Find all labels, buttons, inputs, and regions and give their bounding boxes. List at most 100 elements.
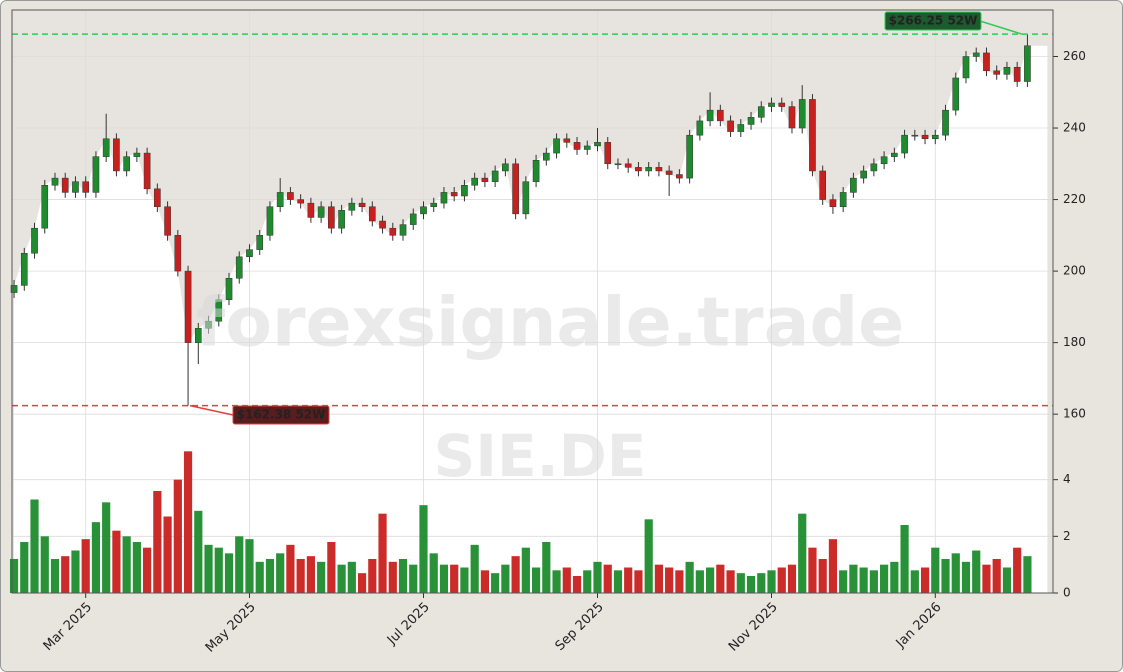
candle-body <box>952 77 960 111</box>
candle-body <box>461 185 468 197</box>
candle-body <box>891 152 898 157</box>
volume-bar <box>9 559 19 593</box>
candle-body <box>174 235 182 272</box>
candle-body <box>215 299 223 322</box>
candle-body <box>614 163 622 166</box>
volume-bar <box>869 570 878 593</box>
candle-body <box>10 285 18 293</box>
candle-body <box>409 213 417 225</box>
volume-bar <box>204 544 213 593</box>
annotation-box <box>884 11 982 31</box>
candle-body <box>983 52 990 72</box>
volume-bar <box>675 570 684 593</box>
candle-body <box>870 163 878 172</box>
candle-body <box>246 249 253 258</box>
candle-body <box>358 202 366 207</box>
volume-bar <box>787 564 797 593</box>
y-tick-label: 160 <box>1063 407 1086 421</box>
volume-bar <box>583 570 592 593</box>
candle-body <box>266 206 274 236</box>
volume-bar <box>972 550 981 593</box>
volume-bar <box>736 573 745 593</box>
candle-body <box>348 202 356 211</box>
candle-body <box>880 156 888 165</box>
volume-bar <box>388 561 397 593</box>
volume-bar <box>450 564 459 593</box>
volume-bar <box>890 561 899 593</box>
candle-body <box>809 99 816 172</box>
annotation-arrow <box>979 20 1023 35</box>
candle-body <box>942 109 949 136</box>
volume-bar <box>143 547 152 593</box>
volume-bar <box>81 539 90 593</box>
candle-body <box>686 134 693 179</box>
volume-bar <box>593 561 602 593</box>
candle-body <box>1024 45 1031 82</box>
volume-bar <box>931 547 940 593</box>
volume-bar <box>183 451 193 593</box>
candle-body <box>993 70 1001 75</box>
volume-bar <box>347 561 356 593</box>
volume-bar <box>419 505 428 593</box>
candle-body <box>31 227 38 254</box>
candle-body <box>532 159 540 182</box>
candle-body <box>184 270 192 343</box>
volume-bar <box>501 564 510 593</box>
candle-body <box>972 52 980 57</box>
candle-body <box>113 138 120 172</box>
candle-body <box>665 170 673 175</box>
volume-bar <box>531 567 541 593</box>
candle-body <box>860 170 867 179</box>
volume-bar <box>398 559 408 593</box>
candle-body <box>522 181 530 215</box>
volume-bar <box>491 573 500 593</box>
candle-body <box>82 181 90 193</box>
volume-bar <box>849 564 858 593</box>
candle-body <box>757 106 765 118</box>
volume-bar <box>859 567 868 593</box>
volume-bar <box>368 559 377 593</box>
volume-bar <box>706 567 715 593</box>
candle-body <box>328 206 335 229</box>
volume-bar <box>153 491 162 593</box>
volume-bar <box>357 573 367 593</box>
volume-bar <box>194 510 203 593</box>
volume-bar <box>40 536 49 593</box>
candle-body <box>553 138 560 154</box>
volume-bar <box>521 547 530 593</box>
candle-body <box>921 134 929 140</box>
candle-body <box>338 210 345 229</box>
candle-body <box>491 170 499 182</box>
candle-body <box>768 102 775 107</box>
volume-bar <box>757 573 766 593</box>
volume-bar <box>808 547 817 593</box>
candle-body <box>256 235 264 250</box>
watermark: forexsignale.trade <box>196 284 905 363</box>
candle-body <box>92 156 100 193</box>
volume-bar <box>839 570 848 593</box>
candle-body <box>962 56 970 79</box>
y-tick-label: 260 <box>1063 49 1086 63</box>
volume-bar <box>286 544 295 593</box>
candle-body <box>20 252 28 286</box>
candle-body <box>123 156 130 172</box>
candle-body <box>143 152 151 190</box>
candle-body <box>133 152 141 157</box>
annotation-box <box>232 405 330 425</box>
volume-bar <box>20 542 29 593</box>
volume-bar <box>634 570 643 593</box>
candle-body <box>389 227 397 236</box>
y2-tick-label: 0 <box>1063 586 1071 600</box>
volume-bar <box>122 536 131 593</box>
candle-body <box>450 192 458 197</box>
volume-bar <box>1023 556 1032 593</box>
volume-bar <box>726 570 735 593</box>
candle-body <box>901 134 908 154</box>
annotation-label: $266.25 52W <box>889 14 978 28</box>
y-tick-label: 200 <box>1063 264 1086 278</box>
volume-bar <box>828 539 838 593</box>
volume-bar <box>317 561 326 593</box>
volume-bar <box>102 502 111 593</box>
volume-bar <box>552 570 561 593</box>
